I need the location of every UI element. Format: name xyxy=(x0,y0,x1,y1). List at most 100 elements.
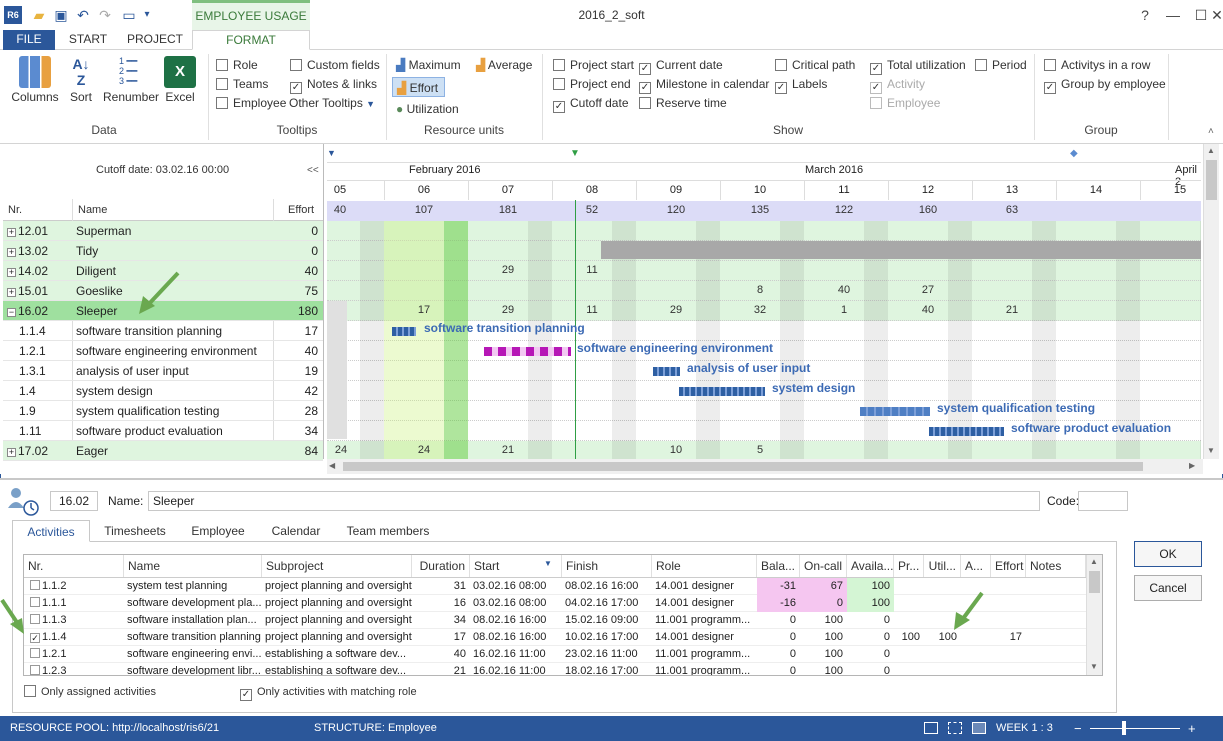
activity-bar[interactable] xyxy=(679,387,765,396)
tab-employee[interactable]: Employee xyxy=(191,524,245,538)
scroll-down-icon[interactable]: ▼ xyxy=(1090,662,1098,671)
expand-icon[interactable]: + xyxy=(7,227,16,237)
maximize-button[interactable]: ☐ xyxy=(1194,7,1208,23)
employee-show-checkbox[interactable]: Employee xyxy=(870,95,940,113)
tab-project[interactable]: PROJECT xyxy=(126,32,183,46)
project-end-checkbox[interactable]: Project end xyxy=(553,76,631,94)
notes-links-checkbox[interactable]: ✓ Notes & links xyxy=(290,77,378,94)
column-header[interactable]: Subproject xyxy=(262,555,412,577)
row-checkbox[interactable] xyxy=(30,597,40,607)
zoom-slider-thumb[interactable] xyxy=(1122,721,1126,735)
activity-bar[interactable] xyxy=(860,407,930,416)
collapse-icon[interactable]: − xyxy=(7,307,16,317)
grid-row[interactable]: 1.11 software product evaluation 34 xyxy=(3,421,323,441)
cancel-button[interactable]: Cancel xyxy=(1134,575,1202,601)
employee-nr-field[interactable]: 16.02 xyxy=(50,491,98,511)
table-row[interactable]: 1.1.3 software installation plan... projec… xyxy=(24,612,1086,629)
tab-format[interactable]: FORMAT xyxy=(192,30,310,50)
labels-checkbox[interactable]: ✓ Labels xyxy=(775,77,828,94)
column-header[interactable]: Name xyxy=(124,555,262,577)
close-button[interactable]: ✕ xyxy=(1211,7,1223,23)
grid-row[interactable]: 1.3.1 analysis of user input 19 xyxy=(3,361,323,381)
group-by-employee-checkbox[interactable]: ✓ Group by employee xyxy=(1044,77,1166,94)
activities-row-checkbox[interactable]: Activitys in a row xyxy=(1044,57,1150,75)
grid-row[interactable]: 1.4 system design 42 xyxy=(3,381,323,401)
role-checkbox[interactable]: Role xyxy=(216,57,258,75)
current-date-checkbox[interactable]: ✓ Current date xyxy=(639,58,723,75)
collapse-button[interactable]: << xyxy=(307,165,319,176)
minimize-button[interactable]: — xyxy=(1166,7,1180,23)
other-tooltips-dropdown[interactable]: Other Tooltips ▼ xyxy=(289,96,376,110)
code-field[interactable] xyxy=(1078,491,1128,511)
row-checkbox[interactable]: ✓ xyxy=(30,633,40,643)
zoom-slider-track[interactable] xyxy=(1090,728,1180,729)
column-header[interactable]: Role xyxy=(652,555,757,577)
table-row[interactable]: 1.2.3 software development libr... establi… xyxy=(24,663,1086,675)
activity-bar[interactable] xyxy=(484,347,571,356)
only-assigned-checkbox[interactable]: Only assigned activities xyxy=(24,684,156,702)
zoom-out-button[interactable]: − xyxy=(1074,721,1082,736)
column-header[interactable]: Finish xyxy=(562,555,652,577)
activity-checkbox[interactable]: ✓ Activity xyxy=(870,77,926,94)
splitter[interactable] xyxy=(323,144,324,459)
tab-team-members[interactable]: Team members xyxy=(346,524,430,538)
ok-button[interactable]: OK xyxy=(1134,541,1202,567)
table-row[interactable]: ✓ 1.1.4 software transition planning projec… xyxy=(24,629,1086,646)
column-header[interactable]: On-call xyxy=(800,555,847,577)
tab-calendar[interactable]: Calendar xyxy=(271,524,321,538)
scroll-thumb[interactable] xyxy=(1206,160,1217,200)
column-header[interactable]: Pr... xyxy=(894,555,924,577)
scroll-up-icon[interactable]: ▲ xyxy=(1090,557,1098,566)
expand-icon[interactable]: + xyxy=(7,447,16,457)
table-vscrollbar[interactable]: ▲ ▼ xyxy=(1086,555,1102,675)
table-row[interactable]: 1.1.2 system test planning project plannin… xyxy=(24,578,1086,595)
open-folder-icon[interactable]: ▰ xyxy=(33,7,45,23)
scroll-down-icon[interactable]: ▼ xyxy=(1207,446,1215,455)
help-button[interactable]: ? xyxy=(1141,7,1149,23)
column-header[interactable]: Effort xyxy=(991,555,1026,577)
header-effort[interactable]: Effort xyxy=(288,204,315,216)
chart-vscrollbar[interactable]: ▲ ▼ xyxy=(1203,144,1219,459)
excel-button[interactable]: X Excel xyxy=(164,56,196,104)
custom-fields-checkbox[interactable]: Custom fields xyxy=(290,57,380,75)
period-checkbox[interactable]: Period xyxy=(975,57,1027,75)
grid-row[interactable]: +17.02 Eager 84 xyxy=(3,441,323,461)
collapse-ribbon-icon[interactable]: ˄ xyxy=(1208,126,1214,137)
employee-name-field[interactable]: Sleeper xyxy=(148,491,1040,511)
reserve-time-checkbox[interactable]: Reserve time xyxy=(639,95,727,113)
redo-icon[interactable]: ↷ xyxy=(99,7,111,23)
columns-button[interactable]: Columns xyxy=(10,56,60,104)
grid-row[interactable]: +13.02 Tidy 0 xyxy=(3,241,323,261)
grid-row[interactable]: −16.02 Sleeper 180 xyxy=(3,301,323,321)
customize-icon[interactable]: ▾ xyxy=(144,9,150,20)
column-header[interactable]: Start xyxy=(470,555,562,577)
scroll-left-icon[interactable]: ◀ xyxy=(329,461,336,470)
milestone-calendar-checkbox[interactable]: ✓ Milestone in calendar xyxy=(639,77,770,94)
save-icon[interactable]: ▣ xyxy=(54,7,68,23)
activity-bar[interactable] xyxy=(929,427,1004,436)
table-row[interactable]: 1.1.1 software development pla... project … xyxy=(24,595,1086,612)
tab-start[interactable]: START xyxy=(68,32,108,46)
column-header[interactable]: Nr. xyxy=(24,555,124,577)
maximum-button[interactable]: ▟ Maximum xyxy=(396,58,461,72)
grid-row[interactable]: +12.01 Superman 0 xyxy=(3,221,323,241)
column-header[interactable]: A... xyxy=(961,555,991,577)
view-icon[interactable] xyxy=(924,722,938,734)
scroll-up-icon[interactable]: ▲ xyxy=(1207,146,1215,155)
activity-bar[interactable] xyxy=(392,327,416,336)
teams-checkbox[interactable]: Teams xyxy=(216,76,268,94)
undo-icon[interactable]: ↶ xyxy=(77,7,89,23)
critical-path-checkbox[interactable]: Critical path xyxy=(775,57,855,75)
renumber-button[interactable]: 1 ━━ 2 ━━ 3 ━━ Renumber xyxy=(102,56,160,104)
column-header[interactable]: Notes xyxy=(1026,555,1086,577)
only-matching-role-checkbox[interactable]: ✓ Only activities with matching role xyxy=(240,686,417,701)
header-name[interactable]: Name xyxy=(78,204,108,216)
column-header[interactable]: Util... xyxy=(924,555,961,577)
tab-activities[interactable]: Activities xyxy=(12,520,90,542)
expand-icon[interactable]: + xyxy=(7,247,16,257)
cutoff-date-checkbox[interactable]: ✓ Cutoff date xyxy=(553,96,629,113)
scroll-thumb[interactable] xyxy=(1089,571,1100,593)
tab-timesheets[interactable]: Timesheets xyxy=(104,524,166,538)
average-button[interactable]: ▟ Average xyxy=(476,58,533,72)
sort-button[interactable]: A↓ Z Sort xyxy=(64,56,98,104)
